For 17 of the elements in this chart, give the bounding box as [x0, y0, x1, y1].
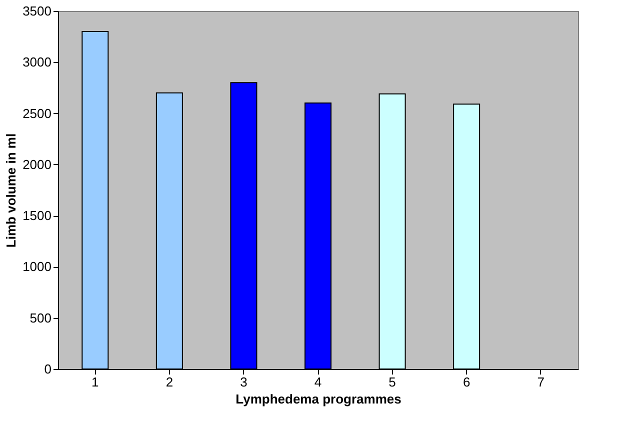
x-tick-label: 3 [240, 374, 248, 390]
y-tick-label: 3000 [22, 54, 52, 70]
x-tick-label: 6 [462, 374, 470, 390]
y-tick-label: 2500 [22, 106, 52, 121]
x-tick-label: 4 [314, 374, 322, 390]
y-tick-label: 0 [44, 362, 52, 376]
x-tick-label: 7 [537, 374, 544, 390]
y-tick-label: 2000 [22, 156, 52, 172]
y-tick-label: 500 [30, 310, 52, 326]
y-tick-label: 1000 [22, 259, 52, 274]
x-tick-label: 5 [388, 374, 396, 390]
y-axis-title: Limb volume in ml [4, 133, 19, 248]
x-axis-title: Lymphedema programmes [236, 392, 402, 406]
y-tick-label: 1500 [22, 208, 52, 224]
x-tick-label: 1 [92, 374, 99, 390]
x-tick-label: 2 [166, 374, 174, 390]
y-tick-label: 3500 [22, 4, 52, 18]
